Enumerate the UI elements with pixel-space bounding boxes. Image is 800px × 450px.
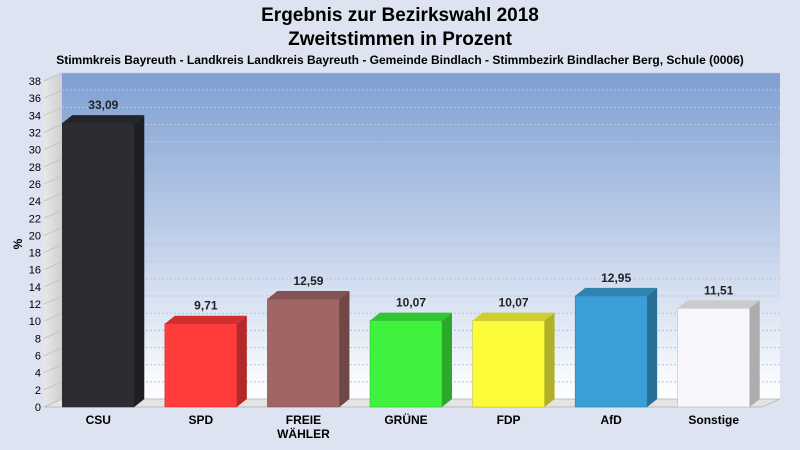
- bar: [164, 315, 247, 408]
- bar: [62, 115, 145, 408]
- gridline-side: [43, 261, 63, 271]
- gridline-side: [43, 175, 63, 185]
- y-tick-label: 16: [29, 265, 41, 277]
- y-axis-label: %: [11, 238, 25, 249]
- y-tick-label: 24: [29, 196, 41, 208]
- y-tick-label: 2: [35, 385, 41, 397]
- gridline-side: [43, 347, 63, 356]
- gridline-side: [43, 295, 63, 305]
- y-tick-label: 20: [29, 230, 41, 242]
- bar-value-label: 12,59: [293, 274, 323, 288]
- bar-top: [370, 312, 452, 321]
- bar-top: [62, 115, 145, 124]
- x-tick-label: SPD: [189, 413, 214, 427]
- bar-front: [677, 308, 750, 408]
- chart-title: Ergebnis zur Bezirkswahl 2018: [261, 5, 539, 26]
- bar-top: [575, 287, 658, 296]
- bar-front: [472, 320, 545, 408]
- bar: [677, 300, 760, 408]
- bar-top: [164, 315, 247, 324]
- gridline-side: [43, 329, 63, 339]
- x-tick-label: AfD: [600, 413, 622, 427]
- bar-value-label: 10,07: [499, 296, 529, 310]
- bar: [267, 290, 350, 408]
- bar-side: [339, 290, 350, 407]
- gridline-side: [43, 312, 63, 322]
- bar-value-label: 11,51: [704, 283, 734, 297]
- bar-side: [442, 312, 452, 407]
- y-tick-label: 12: [29, 299, 41, 311]
- bar-side: [544, 312, 555, 407]
- gridline-side: [43, 72, 63, 82]
- gridline-side: [43, 89, 63, 99]
- bar-front: [267, 298, 340, 408]
- chart-location-subtitle: Stimmkreis Bayreuth - Landkreis Landkrei…: [56, 53, 744, 67]
- y-tick-label: 18: [29, 248, 41, 260]
- x-tick-label: FREIE: [286, 413, 321, 427]
- bar-side: [236, 315, 247, 407]
- y-tick-label: 22: [29, 213, 41, 225]
- gridline-side: [43, 244, 63, 254]
- y-tick-label: 30: [29, 145, 41, 157]
- bar-front: [164, 323, 238, 408]
- gridline-side: [43, 364, 63, 374]
- bar-top: [267, 290, 350, 299]
- bar-value-label: 9,71: [194, 299, 218, 313]
- gridline-side: [43, 226, 63, 236]
- gridline-side: [43, 158, 63, 168]
- y-tick-label: 8: [35, 333, 41, 345]
- bar: [574, 287, 658, 408]
- y-tick-label: 6: [35, 351, 41, 363]
- gridline-side: [43, 398, 63, 408]
- x-tick-label: WÄHLER: [277, 426, 330, 441]
- y-tick-label: 28: [29, 162, 41, 174]
- gridline-side: [43, 381, 63, 391]
- gridline-side: [43, 278, 63, 288]
- y-tick-label: 4: [35, 368, 41, 380]
- bar-value-label: 33,09: [88, 98, 118, 112]
- gridline-side: [43, 124, 63, 133]
- gridline-side: [43, 192, 63, 202]
- bar-front: [369, 320, 443, 408]
- gridline-side: [43, 209, 63, 219]
- bar-top: [677, 300, 760, 309]
- y-tick-label: 36: [29, 93, 41, 105]
- y-tick-label: 0: [35, 402, 41, 414]
- x-tick-label: Sonstige: [688, 413, 739, 427]
- bar-side: [134, 115, 145, 408]
- bar-value-label: 10,07: [396, 296, 426, 310]
- bar-side: [749, 300, 760, 407]
- bar: [472, 312, 555, 408]
- bar-value-label: 12,95: [601, 271, 631, 285]
- y-tick-label: 14: [29, 282, 41, 294]
- bar-front: [62, 122, 135, 408]
- y-tick-label: 34: [29, 110, 41, 122]
- y-tick-label: 26: [29, 179, 41, 191]
- x-tick-label: GRÜNE: [384, 412, 427, 427]
- bar-front: [574, 295, 648, 408]
- gridline-side: [43, 141, 63, 151]
- gridline-side: [43, 106, 63, 116]
- bar-side: [647, 287, 658, 407]
- y-tick-label: 38: [29, 76, 41, 88]
- x-tick-label: CSU: [86, 413, 111, 427]
- x-tick-label: FDP: [497, 413, 521, 427]
- bar: [369, 312, 452, 408]
- chart-subtitle-main: Zweitstimmen in Prozent: [288, 29, 512, 50]
- left-wall: [44, 73, 62, 407]
- bar-top: [472, 312, 555, 321]
- y-tick-label: 32: [29, 127, 41, 139]
- y-tick-label: 10: [29, 316, 41, 328]
